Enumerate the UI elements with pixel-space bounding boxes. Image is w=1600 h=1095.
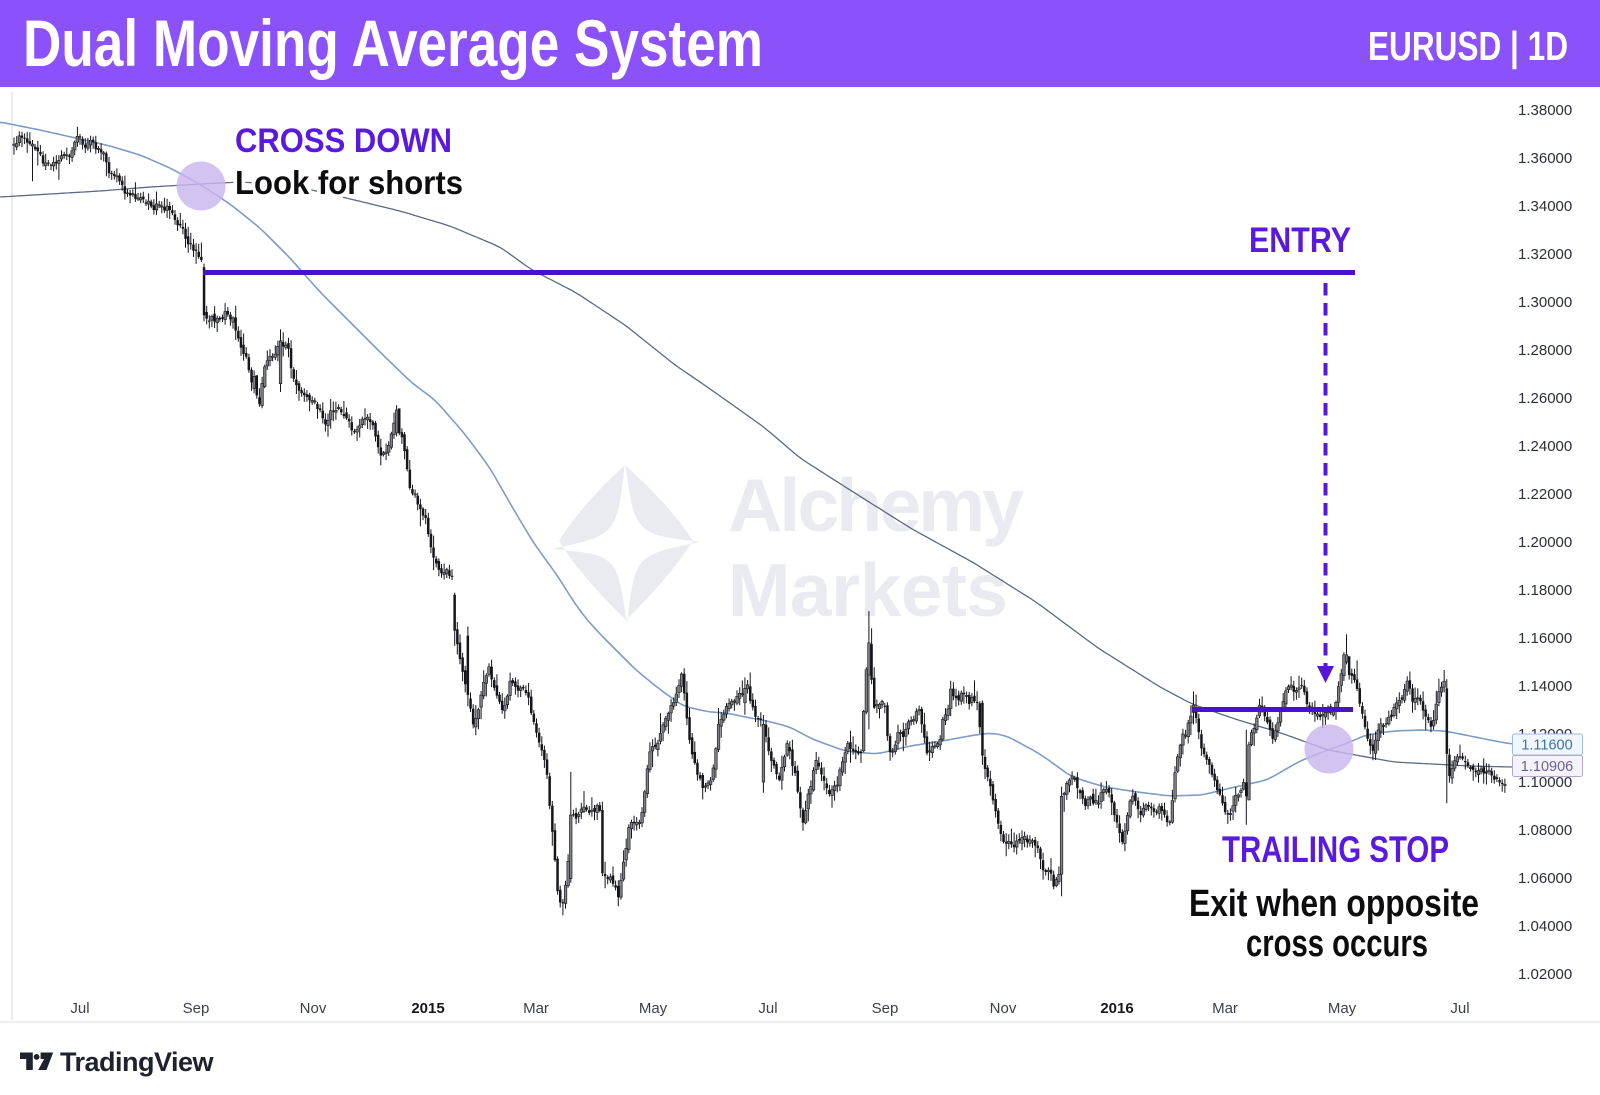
svg-text:Sep: Sep bbox=[872, 1000, 899, 1017]
svg-text:EURUSD | 1D: EURUSD | 1D bbox=[1368, 23, 1568, 69]
svg-text:2016: 2016 bbox=[1100, 1000, 1133, 1017]
svg-text:CROSS DOWN: CROSS DOWN bbox=[235, 122, 452, 160]
svg-text:Exit when opposite: Exit when opposite bbox=[1189, 883, 1479, 925]
svg-text:1.08000: 1.08000 bbox=[1518, 822, 1572, 839]
svg-text:1.06000: 1.06000 bbox=[1518, 870, 1572, 887]
svg-text:1.34000: 1.34000 bbox=[1518, 198, 1572, 215]
svg-text:Jul: Jul bbox=[758, 1000, 777, 1017]
svg-text:1.22000: 1.22000 bbox=[1518, 486, 1572, 503]
svg-text:TRAILING STOP: TRAILING STOP bbox=[1222, 829, 1449, 870]
svg-text:1.14000: 1.14000 bbox=[1518, 678, 1572, 695]
svg-text:1.10906: 1.10906 bbox=[1521, 759, 1573, 775]
svg-text:cross occurs: cross occurs bbox=[1246, 923, 1428, 965]
svg-text:May: May bbox=[1328, 1000, 1357, 1017]
svg-text:1.32000: 1.32000 bbox=[1518, 246, 1572, 263]
svg-text:1.30000: 1.30000 bbox=[1518, 294, 1572, 311]
svg-text:1.04000: 1.04000 bbox=[1518, 918, 1572, 935]
svg-text:1.26000: 1.26000 bbox=[1518, 390, 1572, 407]
svg-text:Nov: Nov bbox=[300, 1000, 327, 1017]
svg-text:Jul: Jul bbox=[1450, 1000, 1469, 1017]
svg-text:1.28000: 1.28000 bbox=[1518, 342, 1572, 359]
svg-text:1.36000: 1.36000 bbox=[1518, 150, 1572, 167]
svg-text:Look for shorts: Look for shorts bbox=[235, 164, 463, 201]
svg-text:1.02000: 1.02000 bbox=[1518, 966, 1572, 983]
svg-text:1.24000: 1.24000 bbox=[1518, 438, 1572, 455]
svg-text:Markets: Markets bbox=[728, 548, 1008, 632]
svg-text:1.18000: 1.18000 bbox=[1518, 582, 1572, 599]
svg-text:Nov: Nov bbox=[990, 1000, 1017, 1017]
svg-text:ENTRY: ENTRY bbox=[1249, 221, 1351, 260]
svg-text:Mar: Mar bbox=[523, 1000, 549, 1017]
svg-text:2015: 2015 bbox=[411, 1000, 444, 1017]
svg-text:1.38000: 1.38000 bbox=[1518, 102, 1572, 119]
svg-text:Sep: Sep bbox=[183, 1000, 210, 1017]
svg-text:Mar: Mar bbox=[1212, 1000, 1238, 1017]
svg-text:1.11600: 1.11600 bbox=[1521, 738, 1572, 754]
svg-text:TradingView: TradingView bbox=[60, 1047, 215, 1077]
svg-text:1.10000: 1.10000 bbox=[1518, 774, 1572, 791]
svg-text:Alchemy: Alchemy bbox=[728, 463, 1024, 547]
svg-text:1.16000: 1.16000 bbox=[1518, 630, 1572, 647]
svg-text:Jul: Jul bbox=[70, 1000, 89, 1017]
svg-text:1.20000: 1.20000 bbox=[1518, 534, 1572, 551]
svg-text:Dual Moving Average System: Dual Moving Average System bbox=[23, 6, 763, 80]
svg-text:May: May bbox=[639, 1000, 668, 1017]
